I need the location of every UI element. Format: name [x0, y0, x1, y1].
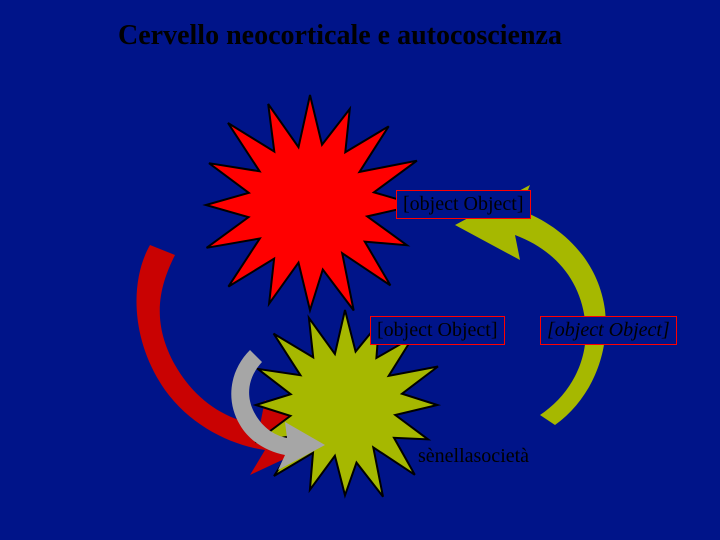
label-societa-hyphen: [object Object] [370, 316, 505, 345]
diagram-stage: Cervello neocorticale e autocoscienza[ob… [0, 0, 720, 540]
label-societa-plain: sènellasocietà [418, 445, 529, 468]
label-autocoscienza: [object Object] [540, 316, 677, 345]
label-cultura: [object Object] [396, 190, 531, 219]
grey-curved-arrow [0, 0, 720, 540]
